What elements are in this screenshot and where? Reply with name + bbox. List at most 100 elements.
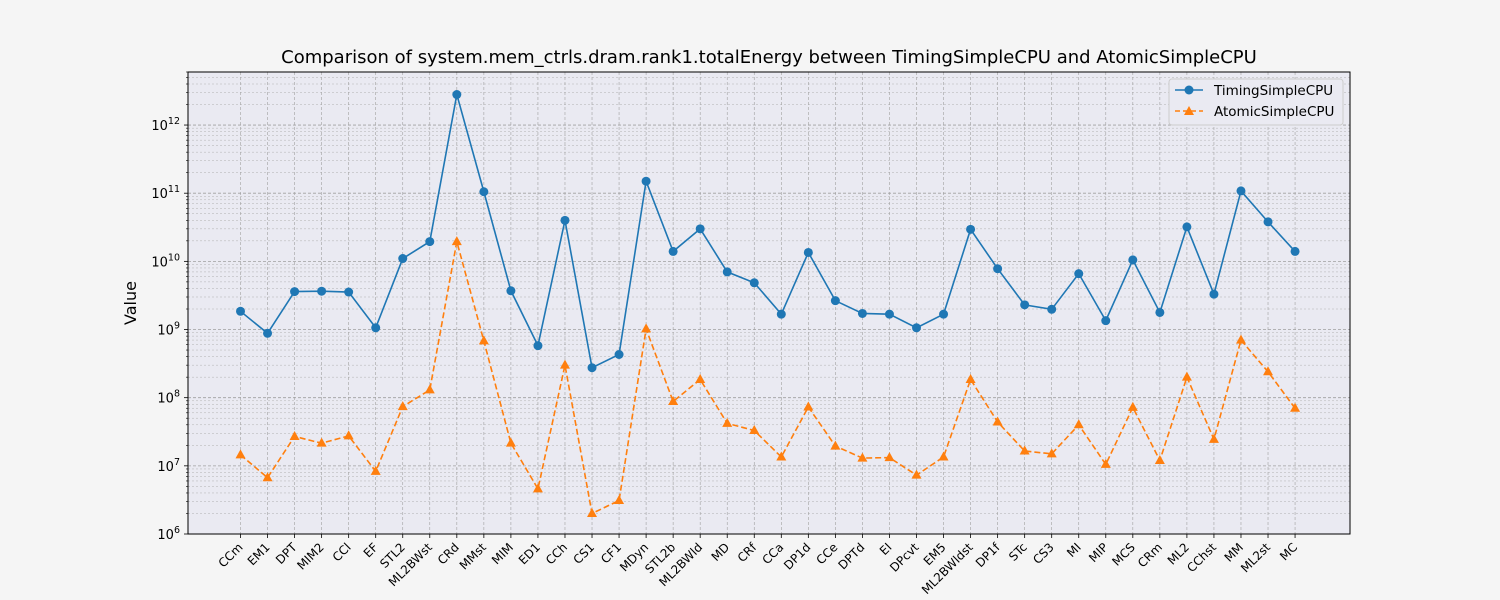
- data-point: [695, 373, 706, 383]
- data-point: [397, 401, 408, 411]
- data-point: [884, 309, 894, 319]
- x-tick-label: MD: [709, 540, 733, 564]
- data-point: [505, 437, 516, 447]
- data-point: [803, 401, 814, 411]
- data-point: [263, 328, 273, 338]
- data-point: [343, 430, 354, 440]
- data-point: [506, 286, 516, 296]
- x-tick-label: CCm: [216, 540, 246, 570]
- data-point: [1046, 448, 1057, 458]
- x-tick-label: CCl: [330, 540, 354, 564]
- data-point: [235, 449, 246, 459]
- x-tick-label: CRf: [735, 540, 760, 565]
- x-tick-label: MMst: [457, 540, 489, 572]
- data-point: [965, 373, 976, 383]
- data-point: [695, 224, 705, 234]
- x-tick-label: CRm: [1135, 540, 1165, 570]
- data-point: [559, 359, 570, 369]
- data-point: [614, 495, 625, 505]
- legend-marker-timing: [1184, 85, 1194, 95]
- data-point: [1290, 246, 1300, 256]
- x-tick-label: DP1d: [781, 540, 813, 572]
- data-point: [1127, 401, 1138, 411]
- x-tick-label: STc: [1006, 540, 1030, 564]
- data-point: [371, 323, 381, 333]
- data-point: [560, 215, 570, 225]
- x-tick-label: MC: [1277, 540, 1300, 563]
- data-point: [1182, 222, 1192, 232]
- data-point: [1047, 304, 1057, 314]
- data-point: [1073, 419, 1084, 429]
- data-point: [1236, 186, 1246, 196]
- data-point: [939, 309, 949, 319]
- data-point: [452, 90, 462, 100]
- x-tick-label: DPcvt: [887, 540, 922, 575]
- y-tick-label: 109: [157, 321, 180, 339]
- data-point: [424, 384, 435, 394]
- y-tick-label: 108: [157, 389, 180, 407]
- data-point: [830, 440, 841, 450]
- x-tick-label: DPTd: [835, 540, 867, 572]
- x-tick-label: CCh: [543, 540, 570, 567]
- grid-minor: [188, 71, 1350, 514]
- data-point: [1019, 445, 1030, 455]
- y-axis-label: Value: [121, 281, 140, 325]
- x-tick-label: ML2BWldst: [919, 540, 976, 597]
- plot-area: [188, 72, 1350, 534]
- x-tick-label: MIM2: [294, 540, 326, 572]
- x-tick-label: DP1f: [973, 540, 1003, 570]
- data-point: [614, 350, 624, 360]
- y-tick-label: 1011: [151, 184, 180, 202]
- data-point: [290, 287, 300, 297]
- x-tick-label: EM1: [245, 540, 273, 568]
- x-tick-label: ML2st: [1238, 540, 1273, 575]
- data-point: [749, 278, 759, 288]
- data-point: [316, 437, 327, 447]
- x-tick-label: ED1: [516, 540, 543, 567]
- data-point: [1128, 255, 1138, 265]
- y-tick-label: 1010: [151, 252, 180, 270]
- y-tick-label: 106: [157, 525, 180, 543]
- data-point: [1208, 433, 1219, 443]
- data-point: [803, 247, 813, 257]
- data-point: [1100, 458, 1111, 468]
- legend-label-atomic: AtomicSimpleCPU: [1214, 104, 1334, 120]
- x-tick-label: CChst: [1184, 540, 1219, 575]
- y-tick-label: 1012: [151, 116, 180, 134]
- data-point: [344, 287, 354, 297]
- data-point: [587, 507, 598, 517]
- x-tick-label: CS1: [571, 540, 598, 567]
- plot-frame: [187, 71, 1351, 535]
- data-point: [1209, 289, 1219, 299]
- y-tick-label: 107: [157, 457, 180, 475]
- data-point: [1155, 307, 1165, 317]
- data-point: [1020, 300, 1030, 310]
- data-point: [1263, 366, 1274, 376]
- x-tick-label: EI: [877, 540, 895, 558]
- data-point: [425, 237, 435, 247]
- data-point: [1101, 316, 1111, 326]
- data-point: [993, 264, 1003, 274]
- data-point: [830, 296, 840, 306]
- data-point: [478, 335, 489, 345]
- data-point: [1263, 217, 1273, 227]
- data-point: [776, 451, 787, 461]
- data-point: [912, 323, 921, 333]
- data-point: [749, 424, 760, 434]
- legend-marker-atomic: [1184, 106, 1194, 115]
- data-point: [857, 308, 867, 318]
- data-point: [451, 236, 462, 246]
- data-point: [776, 309, 786, 319]
- data-point: [533, 341, 543, 351]
- data-point: [1235, 334, 1246, 344]
- data-point: [668, 395, 679, 405]
- data-point: [479, 187, 489, 197]
- data-point: [1074, 269, 1084, 279]
- series-line-1: [239, 241, 1296, 515]
- series-layer: [235, 90, 1301, 517]
- series-line-0: [239, 94, 1296, 369]
- data-point: [1154, 454, 1165, 464]
- data-point: [317, 286, 327, 296]
